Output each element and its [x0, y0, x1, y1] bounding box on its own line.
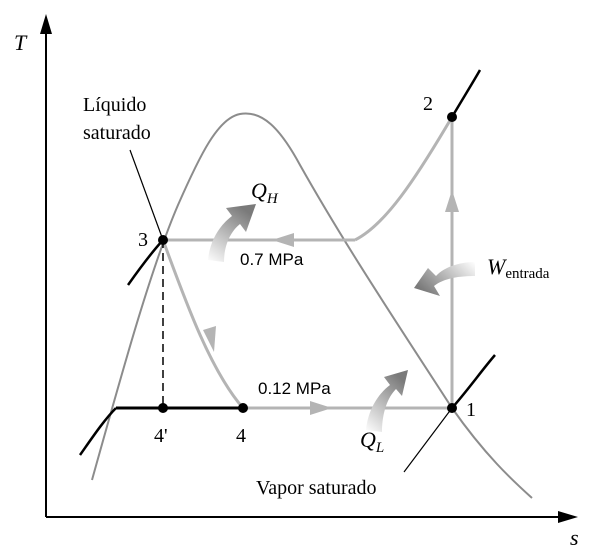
ql-label: QL — [360, 427, 384, 456]
state-point-2 — [447, 112, 457, 122]
state-point-4 — [238, 403, 248, 413]
low-pressure-isobar-vapor — [451, 354, 496, 409]
process-3-4-throttling — [161, 239, 245, 409]
low-pressure-isobar-liquid — [78, 407, 117, 456]
qh-label: QH — [251, 178, 279, 207]
state-label-2: 2 — [423, 93, 433, 115]
x-axis-label: s — [570, 525, 579, 550]
axes — [40, 14, 578, 523]
saturated-liquid-label-line1: Líquido — [83, 94, 146, 116]
arrow-2-3 — [272, 233, 294, 247]
high-pressure-label: 0.7 MPa — [240, 250, 304, 269]
qh-heat-arrow — [208, 204, 256, 262]
ql-heat-arrow — [366, 370, 408, 432]
process-2-3-superheat — [354, 116, 454, 242]
w-label: Wentrada — [487, 254, 550, 282]
low-pressure-label: 0.12 MPa — [258, 379, 331, 398]
vapor-leader-line — [403, 407, 453, 473]
y-axis-label: T — [14, 30, 28, 55]
state-label-1: 1 — [466, 399, 476, 421]
high-pressure-isobar-vapor — [450, 69, 482, 118]
cycle — [161, 116, 459, 415]
state-label-4: 4 — [236, 425, 246, 447]
state-label-4prime: 4' — [154, 425, 168, 447]
y-axis-arrowhead — [40, 14, 52, 34]
state-label-3: 3 — [138, 229, 148, 251]
saturated-vapor-label: Vapor saturado — [256, 477, 377, 499]
arrow-4-1 — [310, 401, 332, 415]
saturated-liquid-label-line2: saturado — [83, 122, 151, 144]
x-axis-arrowhead — [558, 511, 578, 523]
liquid-leader-line — [129, 149, 164, 241]
arrow-1-2 — [445, 190, 459, 212]
w-work-arrow — [414, 262, 475, 296]
state-point-4prime — [158, 403, 168, 413]
arrow-3-4 — [203, 326, 216, 352]
